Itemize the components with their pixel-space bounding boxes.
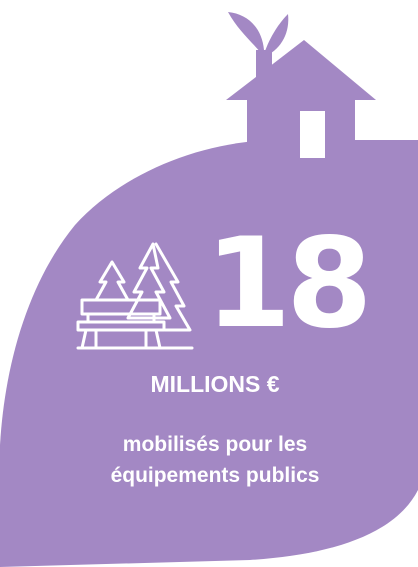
leaf-sprout-icon	[228, 12, 289, 60]
house-icon	[226, 40, 376, 158]
amount-description: mobilisés pour les équipements publics	[40, 429, 390, 491]
description-line-1: mobilisés pour les	[122, 433, 308, 456]
description-line-2: équipements publics	[110, 464, 320, 487]
amount-figure: 18	[205, 212, 373, 356]
park-bench-trees-icon	[76, 242, 194, 350]
amount-unit: MILLIONS €	[150, 371, 280, 397]
leaf-shape	[0, 140, 418, 567]
